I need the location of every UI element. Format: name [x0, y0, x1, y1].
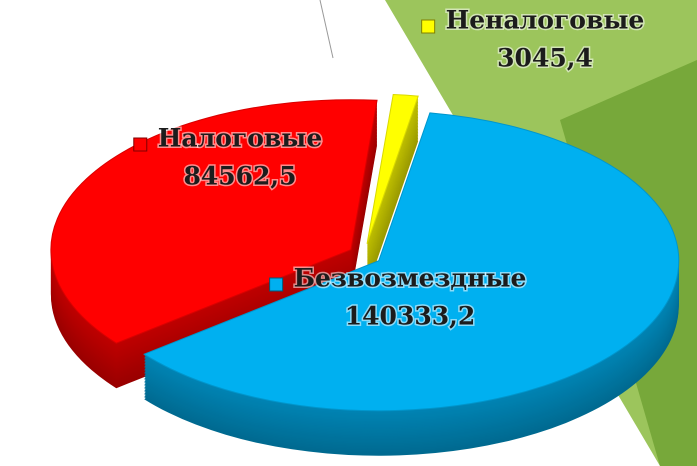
slice-side — [367, 131, 419, 282]
slice-side — [367, 133, 419, 283]
slice-side — [367, 118, 419, 268]
slice-label: Налоговые — [158, 124, 322, 153]
legend-marker — [421, 19, 436, 34]
slice-side — [367, 137, 419, 288]
slice-side — [367, 139, 419, 289]
value-label: 3045,4 — [497, 44, 593, 73]
slice-side — [367, 107, 419, 258]
slice — [50, 99, 378, 389]
slice-side — [367, 106, 419, 256]
slice-side — [367, 122, 419, 273]
decor-line — [319, 0, 334, 59]
slice-side — [367, 112, 419, 262]
legend-marker — [133, 137, 148, 152]
slice-top — [143, 112, 680, 412]
slice-top — [50, 99, 378, 344]
slice-top — [366, 93, 419, 245]
slice-side — [367, 109, 419, 259]
pie — [50, 93, 680, 456]
slice-side — [367, 104, 419, 255]
slice-side — [367, 134, 419, 285]
slice-side — [367, 97, 419, 247]
slice-side — [367, 130, 419, 280]
value-label: 140333,2 — [345, 302, 475, 331]
slice — [143, 112, 680, 456]
slice-side — [367, 124, 419, 274]
slice — [366, 93, 419, 289]
slice-side — [367, 125, 419, 276]
slice-side — [367, 127, 419, 277]
slice-side — [367, 121, 419, 271]
slice-side — [367, 115, 419, 265]
slice-side — [367, 100, 419, 250]
slice-side — [367, 101, 419, 252]
slice-label: Неналоговые — [446, 6, 645, 35]
slice-side — [367, 136, 419, 286]
slice-side — [367, 128, 419, 279]
slice-side — [367, 103, 419, 253]
value-label: 84562,5 — [183, 162, 296, 191]
labels: Налоговые 84562,5 Неналоговые 3045,4 Безвозм… — [133, 4, 646, 332]
slice-side — [367, 110, 419, 261]
slice-side — [367, 113, 419, 264]
slice-side — [367, 98, 419, 249]
slice-side — [367, 119, 419, 270]
legend-marker — [269, 277, 284, 292]
slice-label: Безвозмездные — [294, 264, 527, 293]
slice-side — [367, 116, 419, 267]
